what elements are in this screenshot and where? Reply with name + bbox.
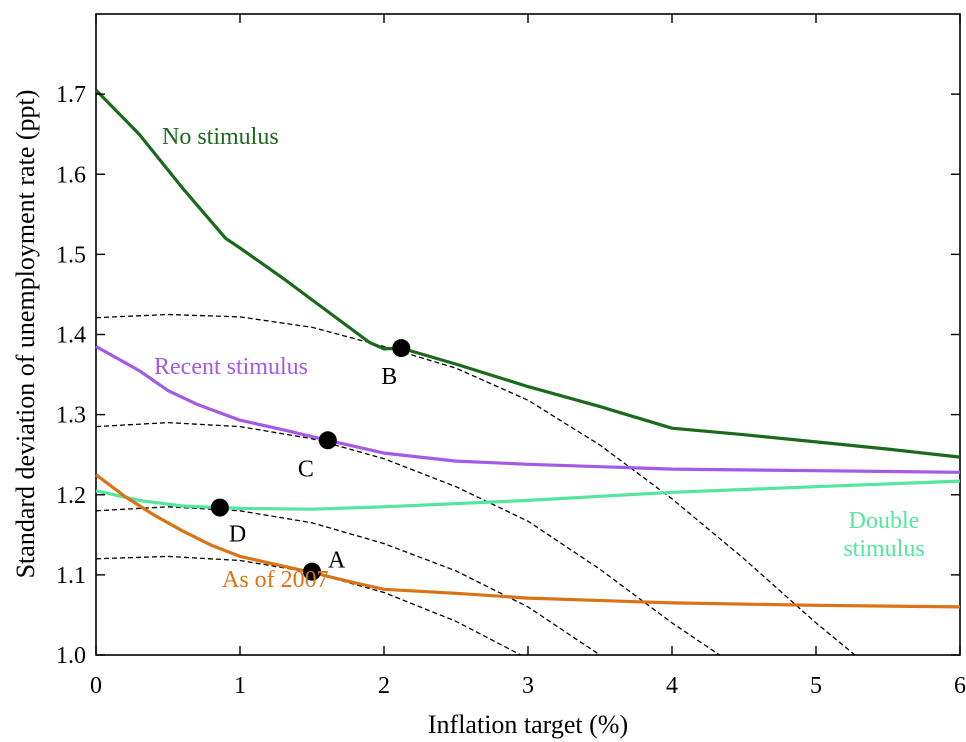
point-a — [303, 562, 321, 581]
y-tick-label: 1.0 — [56, 643, 86, 669]
marked-points: A B C D — [210, 339, 411, 581]
point-label-c: C — [298, 456, 314, 482]
x-tick-label: 0 — [90, 673, 102, 699]
series-label-no-stimulus: No stimulus — [162, 124, 279, 150]
dashed-curve-3 — [95, 506, 601, 656]
series-label-double-stimulus-line2: stimulus — [843, 536, 924, 562]
x-tick-label: 6 — [954, 673, 966, 699]
series-lines — [94, 88, 961, 609]
point-d — [210, 498, 229, 517]
x-tick-label: 5 — [810, 673, 822, 699]
x-tick-label: 2 — [378, 673, 390, 699]
y-tick-label: 1.5 — [56, 242, 86, 268]
point-label-a: A — [328, 548, 346, 574]
point-c — [318, 431, 337, 450]
x-tick-label: 3 — [522, 673, 534, 699]
series-label-as-of-2007: As of 2007 — [222, 567, 329, 593]
axis-ticks: 0 1 2 3 4 5 6 1.0 1.1 1.2 1.3 1.4 1.5 1.6 1.7 — [56, 14, 966, 699]
series-label-double-stimulus-line1: Double — [849, 508, 920, 534]
point-label-d: D — [229, 522, 246, 548]
y-tick-label: 1.1 — [56, 563, 86, 589]
y-tick-label: 1.2 — [56, 483, 86, 509]
y-tick-label: 1.3 — [56, 403, 86, 429]
y-tick-label: 1.7 — [56, 82, 86, 108]
point-b — [392, 339, 411, 358]
x-tick-label: 4 — [666, 673, 678, 699]
x-tick-label: 1 — [234, 673, 246, 699]
plot-frame — [95, 13, 961, 656]
dashed-curve-1 — [95, 313, 856, 656]
y-tick-label: 1.4 — [56, 323, 86, 349]
series-line-recent-stimulus — [95, 345, 961, 474]
x-axis-title: Inflation target (%) — [428, 710, 628, 739]
y-tick-label: 1.6 — [56, 162, 86, 188]
plot-area — [95, 13, 961, 656]
series-label-recent-stimulus: Recent stimulus — [154, 354, 308, 380]
point-label-b: B — [381, 364, 397, 390]
dashed-curve-2 — [95, 421, 720, 656]
series-line-double-stimulus — [95, 479, 961, 511]
indifference-curves — [95, 313, 856, 656]
y-axis-title: Standard deviation of unemployment rate … — [11, 90, 40, 579]
